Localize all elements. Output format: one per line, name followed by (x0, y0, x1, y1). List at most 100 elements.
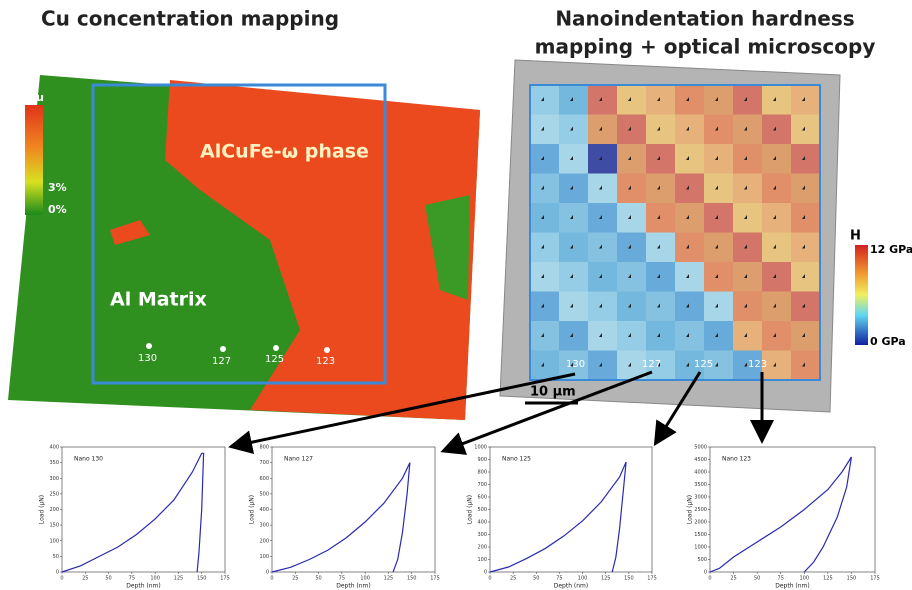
heat-cell (646, 174, 675, 204)
heat-cell (704, 174, 733, 204)
heat-cell (762, 203, 791, 233)
x-tick-label: 150 (847, 576, 857, 582)
x-tick-label: 175 (647, 576, 657, 582)
heat-cell (675, 85, 704, 115)
heat-cell (675, 115, 704, 145)
x-tick-label: 50 (754, 576, 760, 582)
heat-cell (704, 144, 733, 174)
right-title: Nanoindentation hardness (555, 7, 854, 31)
y-tick-label: 600 (477, 495, 487, 501)
y-axis-label: Load (µN) (467, 495, 474, 524)
heat-cell (791, 203, 820, 233)
y-tick-label: 100 (259, 554, 269, 560)
y-tick-label: 4000 (694, 470, 707, 476)
heat-cell (675, 262, 704, 292)
heat-cell (530, 292, 559, 322)
hardness-map (500, 60, 840, 412)
heat-cell (791, 292, 820, 322)
x-tick-label: 125 (601, 576, 611, 582)
point-label: 130 (138, 353, 157, 364)
chart-title: Nano 130 (74, 456, 103, 463)
heat-cell (646, 233, 675, 263)
heat-cell (733, 292, 762, 322)
y-axis-label: Load (µN) (249, 495, 256, 524)
x-tick-label: 25 (730, 576, 736, 582)
heat-cell (559, 262, 588, 292)
chart-title: Nano 127 (284, 456, 313, 463)
matrix-label: Al Matrix (110, 289, 207, 311)
heat-cell (791, 321, 820, 351)
y-axis-label: Load (µN) (39, 495, 46, 524)
x-tick-label: 175 (870, 576, 880, 582)
y-tick-label: 500 (477, 507, 487, 513)
y-tick-label: 200 (49, 507, 59, 513)
y-tick-label: 400 (477, 520, 487, 526)
x-axis-label: Depth (nm) (554, 583, 589, 590)
heat-cell (646, 203, 675, 233)
x-tick-label: 25 (510, 576, 516, 582)
x-tick-label: 175 (220, 576, 230, 582)
heat-cell (791, 85, 820, 115)
y-tick-label: 0 (56, 570, 59, 576)
x-tick-label: 0 (708, 576, 711, 582)
y-tick-label: 3500 (694, 482, 707, 488)
heat-cell (762, 262, 791, 292)
x-tick-label: 150 (624, 576, 634, 582)
heat-cell (559, 321, 588, 351)
heat-cell (530, 144, 559, 174)
x-tick-label: 125 (174, 576, 184, 582)
x-tick-label: 125 (823, 576, 833, 582)
heat-cell (530, 174, 559, 204)
heat-cell (530, 351, 559, 381)
heat-cell (733, 115, 762, 145)
figure: Cu concentration mapping Nanoindentation… (0, 0, 912, 590)
heat-cell (733, 144, 762, 174)
heat-cell (733, 233, 762, 263)
heat-cell (791, 115, 820, 145)
y-tick-label: 800 (477, 470, 487, 476)
heat-cell (675, 321, 704, 351)
heat-cell (791, 144, 820, 174)
heat-cell (617, 174, 646, 204)
heat-cell (617, 115, 646, 145)
heat-cell (588, 115, 617, 145)
heat-cell (530, 115, 559, 145)
heat-cell (617, 203, 646, 233)
heat-cell (617, 233, 646, 263)
heat-cell (675, 144, 704, 174)
heat-cell (675, 174, 704, 204)
y-tick-label: 300 (477, 532, 487, 538)
heat-cell (559, 233, 588, 263)
plot-frame (490, 447, 652, 572)
x-tick-label: 0 (488, 576, 491, 582)
x-tick-label: 150 (197, 576, 207, 582)
heat-cell (588, 321, 617, 351)
heat-cell (704, 203, 733, 233)
x-tick-label: 75 (339, 576, 345, 582)
heat-cell (530, 233, 559, 263)
heat-cell (733, 174, 762, 204)
y-tick-label: 0 (484, 570, 487, 576)
x-tick-label: 100 (578, 576, 588, 582)
heat-cell (588, 292, 617, 322)
y-tick-label: 500 (697, 557, 707, 563)
heat-cell (762, 292, 791, 322)
point-label: 123 (748, 359, 767, 370)
y-tick-label: 300 (49, 476, 59, 482)
y-tick-label: 900 (477, 457, 487, 463)
x-tick-label: 50 (105, 576, 111, 582)
y-tick-label: 100 (49, 538, 59, 544)
heat-cell (559, 115, 588, 145)
heat-cell (762, 174, 791, 204)
cu-legend-label: 3% (48, 181, 67, 194)
heat-cell (588, 85, 617, 115)
y-tick-label: 0 (704, 570, 707, 576)
heat-cell (559, 144, 588, 174)
y-tick-label: 350 (49, 460, 59, 466)
y-axis-label: Load (µN) (687, 495, 694, 524)
chart-title: Nano 125 (502, 456, 531, 463)
heat-cell (762, 85, 791, 115)
y-tick-label: 1000 (694, 545, 707, 551)
heat-cell (530, 262, 559, 292)
y-tick-label: 4500 (694, 457, 707, 463)
